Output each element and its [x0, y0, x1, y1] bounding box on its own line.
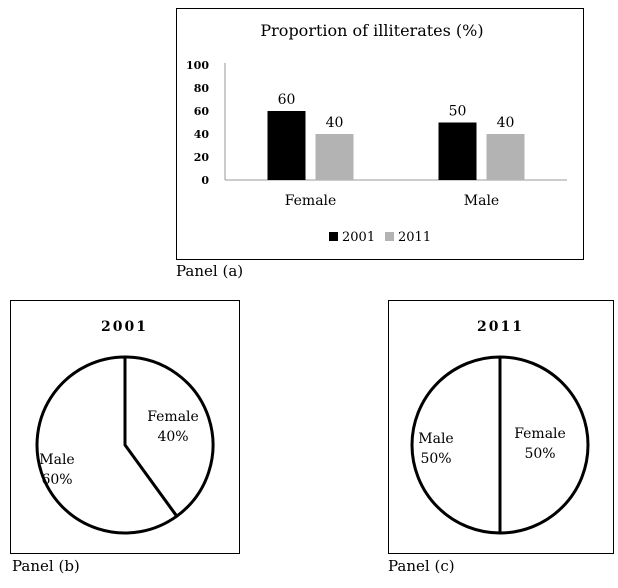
legend-swatch	[329, 232, 338, 241]
bar	[438, 122, 477, 180]
x-category-label: Female	[285, 193, 337, 209]
slice-category-label: Female	[147, 409, 199, 425]
y-tick-label: 100	[186, 59, 209, 72]
legend-label: 2011	[398, 230, 431, 245]
slice-value-label: 50%	[524, 446, 555, 462]
bar-chart-panel: Proportion of illiterates (%) 0 20 40 60 80 10…	[176, 8, 584, 260]
panel-c-label: Panel (c)	[388, 557, 455, 575]
pie-chart-2011-panel: 2011 Female 50% Male 50%	[388, 300, 614, 554]
bar-value-label: 50	[449, 104, 467, 120]
y-tick-label: 0	[201, 174, 209, 187]
bar	[267, 111, 306, 180]
pie-slice	[123, 355, 215, 518]
chart-title: Proportion of illiterates (%)	[260, 21, 483, 40]
y-tick-label: 60	[194, 105, 210, 118]
bar-value-label: 40	[497, 115, 515, 131]
slice-category-label: Male	[39, 452, 74, 468]
x-category-label: Male	[464, 193, 499, 209]
pie-chart-2011: 2011 Female 50% Male 50%	[410, 319, 590, 535]
pie-title: 2011	[477, 319, 524, 335]
slice-category-label: Female	[514, 426, 566, 442]
slice-value-label: 60%	[41, 472, 72, 488]
bar-chart: Proportion of illiterates (%) 0 20 40 60 80 10…	[186, 21, 567, 245]
bar	[486, 134, 525, 180]
y-tick-label: 20	[194, 151, 210, 164]
y-tick-label: 40	[194, 128, 210, 141]
pie-slice	[35, 355, 179, 535]
pie-slice	[498, 355, 590, 535]
bar-value-label: 40	[326, 115, 344, 131]
pie-slice	[410, 355, 502, 535]
pie-chart-2001: 2001 Female 40% Male 60%	[35, 319, 215, 535]
slice-value-label: 40%	[157, 429, 188, 445]
legend-label: 2001	[342, 230, 375, 245]
slice-category-label: Male	[418, 431, 453, 447]
bar	[315, 134, 354, 180]
slice-value-label: 50%	[420, 451, 451, 467]
pie-chart-2001-panel: 2001 Female 40% Male 60%	[10, 300, 240, 554]
panel-b-label: Panel (b)	[12, 557, 80, 575]
y-tick-label: 80	[194, 82, 210, 95]
panel-a-label: Panel (a)	[176, 262, 244, 280]
bar-value-label: 60	[278, 92, 296, 108]
legend-swatch	[385, 232, 394, 241]
pie-title: 2001	[101, 319, 148, 335]
